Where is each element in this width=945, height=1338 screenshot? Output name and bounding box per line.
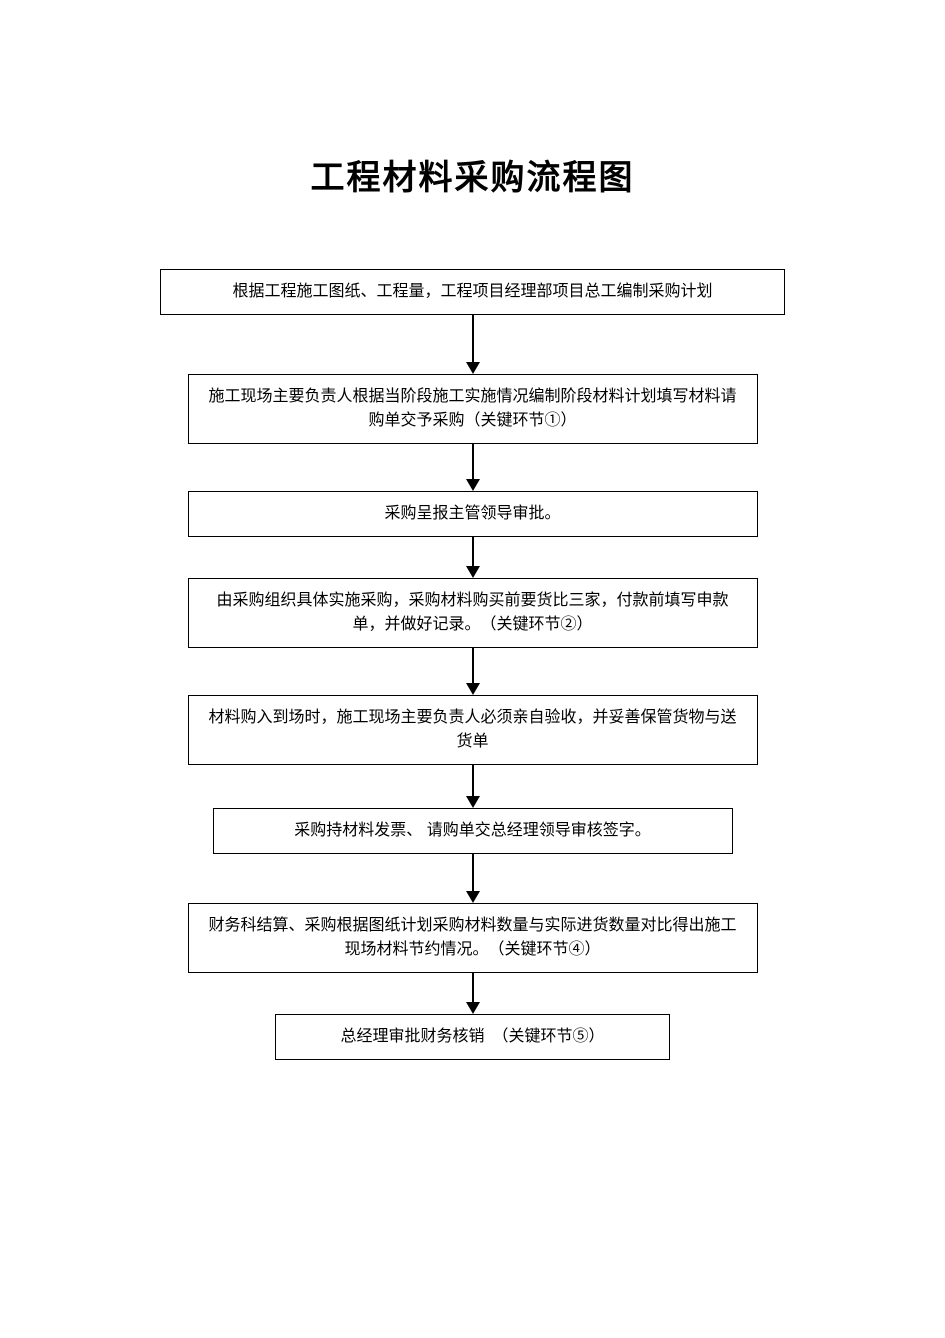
flow-node-5: 材料购入到场时，施工现场主要负责人必须亲自验收，并妥善保管货物与送货单 bbox=[188, 695, 758, 765]
flow-node-7: 财务科结算、采购根据图纸计划采购材料数量与实际进货数量对比得出施工现场材料节约情… bbox=[188, 903, 758, 973]
flow-node-4-label: 由采购组织具体实施采购，采购材料购买前要货比三家，付款前填写申款单，并做好记录。… bbox=[207, 589, 739, 637]
flow-node-1-label: 根据工程施工图纸、工程量，工程项目经理部项目总工编制采购计划 bbox=[232, 280, 712, 304]
arrow-head-icon bbox=[466, 479, 480, 491]
flow-node-1: 根据工程施工图纸、工程量，工程项目经理部项目总工编制采购计划 bbox=[160, 269, 785, 315]
arrow-head-icon bbox=[466, 891, 480, 903]
flow-arrow-6 bbox=[466, 854, 480, 903]
flow-node-3: 采购呈报主管领导审批。 bbox=[188, 491, 758, 537]
flow-node-2: 施工现场主要负责人根据当阶段施工实施情况编制阶段材料计划填写材料请购单交予采购（… bbox=[188, 374, 758, 444]
flow-node-5-label: 材料购入到场时，施工现场主要负责人必须亲自验收，并妥善保管货物与送货单 bbox=[207, 706, 739, 754]
arrow-line-icon bbox=[472, 765, 474, 797]
arrow-line-icon bbox=[472, 973, 474, 1003]
flowchart-container: 根据工程施工图纸、工程量，工程项目经理部项目总工编制采购计划 施工现场主要负责人… bbox=[0, 269, 945, 1060]
flow-node-8-label: 总经理审批财务核销 （关键环节⑤） bbox=[340, 1025, 604, 1049]
flow-arrow-3 bbox=[466, 537, 480, 578]
arrow-head-icon bbox=[466, 566, 480, 578]
page-title: 工程材料采购流程图 bbox=[0, 0, 945, 269]
arrow-head-icon bbox=[466, 1002, 480, 1014]
arrow-line-icon bbox=[472, 444, 474, 480]
flow-arrow-4 bbox=[466, 648, 480, 695]
flow-arrow-7 bbox=[466, 973, 480, 1014]
arrow-line-icon bbox=[472, 854, 474, 892]
flow-node-2-label: 施工现场主要负责人根据当阶段施工实施情况编制阶段材料计划填写材料请购单交予采购（… bbox=[207, 385, 739, 433]
flow-node-8: 总经理审批财务核销 （关键环节⑤） bbox=[275, 1014, 670, 1060]
flow-arrow-5 bbox=[466, 765, 480, 808]
arrow-head-icon bbox=[466, 362, 480, 374]
flow-arrow-2 bbox=[466, 444, 480, 491]
flow-node-3-label: 采购呈报主管领导审批。 bbox=[384, 502, 560, 526]
arrow-line-icon bbox=[472, 537, 474, 567]
flow-node-6: 采购持材料发票、 请购单交总经理领导审核签字。 bbox=[213, 808, 733, 854]
arrow-head-icon bbox=[466, 796, 480, 808]
arrow-line-icon bbox=[472, 648, 474, 684]
flow-arrow-1 bbox=[466, 315, 480, 374]
flow-node-4: 由采购组织具体实施采购，采购材料购买前要货比三家，付款前填写申款单，并做好记录。… bbox=[188, 578, 758, 648]
arrow-line-icon bbox=[472, 315, 474, 363]
flow-node-7-label: 财务科结算、采购根据图纸计划采购材料数量与实际进货数量对比得出施工现场材料节约情… bbox=[207, 914, 739, 962]
arrow-head-icon bbox=[466, 683, 480, 695]
flow-node-6-label: 采购持材料发票、 请购单交总经理领导审核签字。 bbox=[294, 819, 650, 843]
